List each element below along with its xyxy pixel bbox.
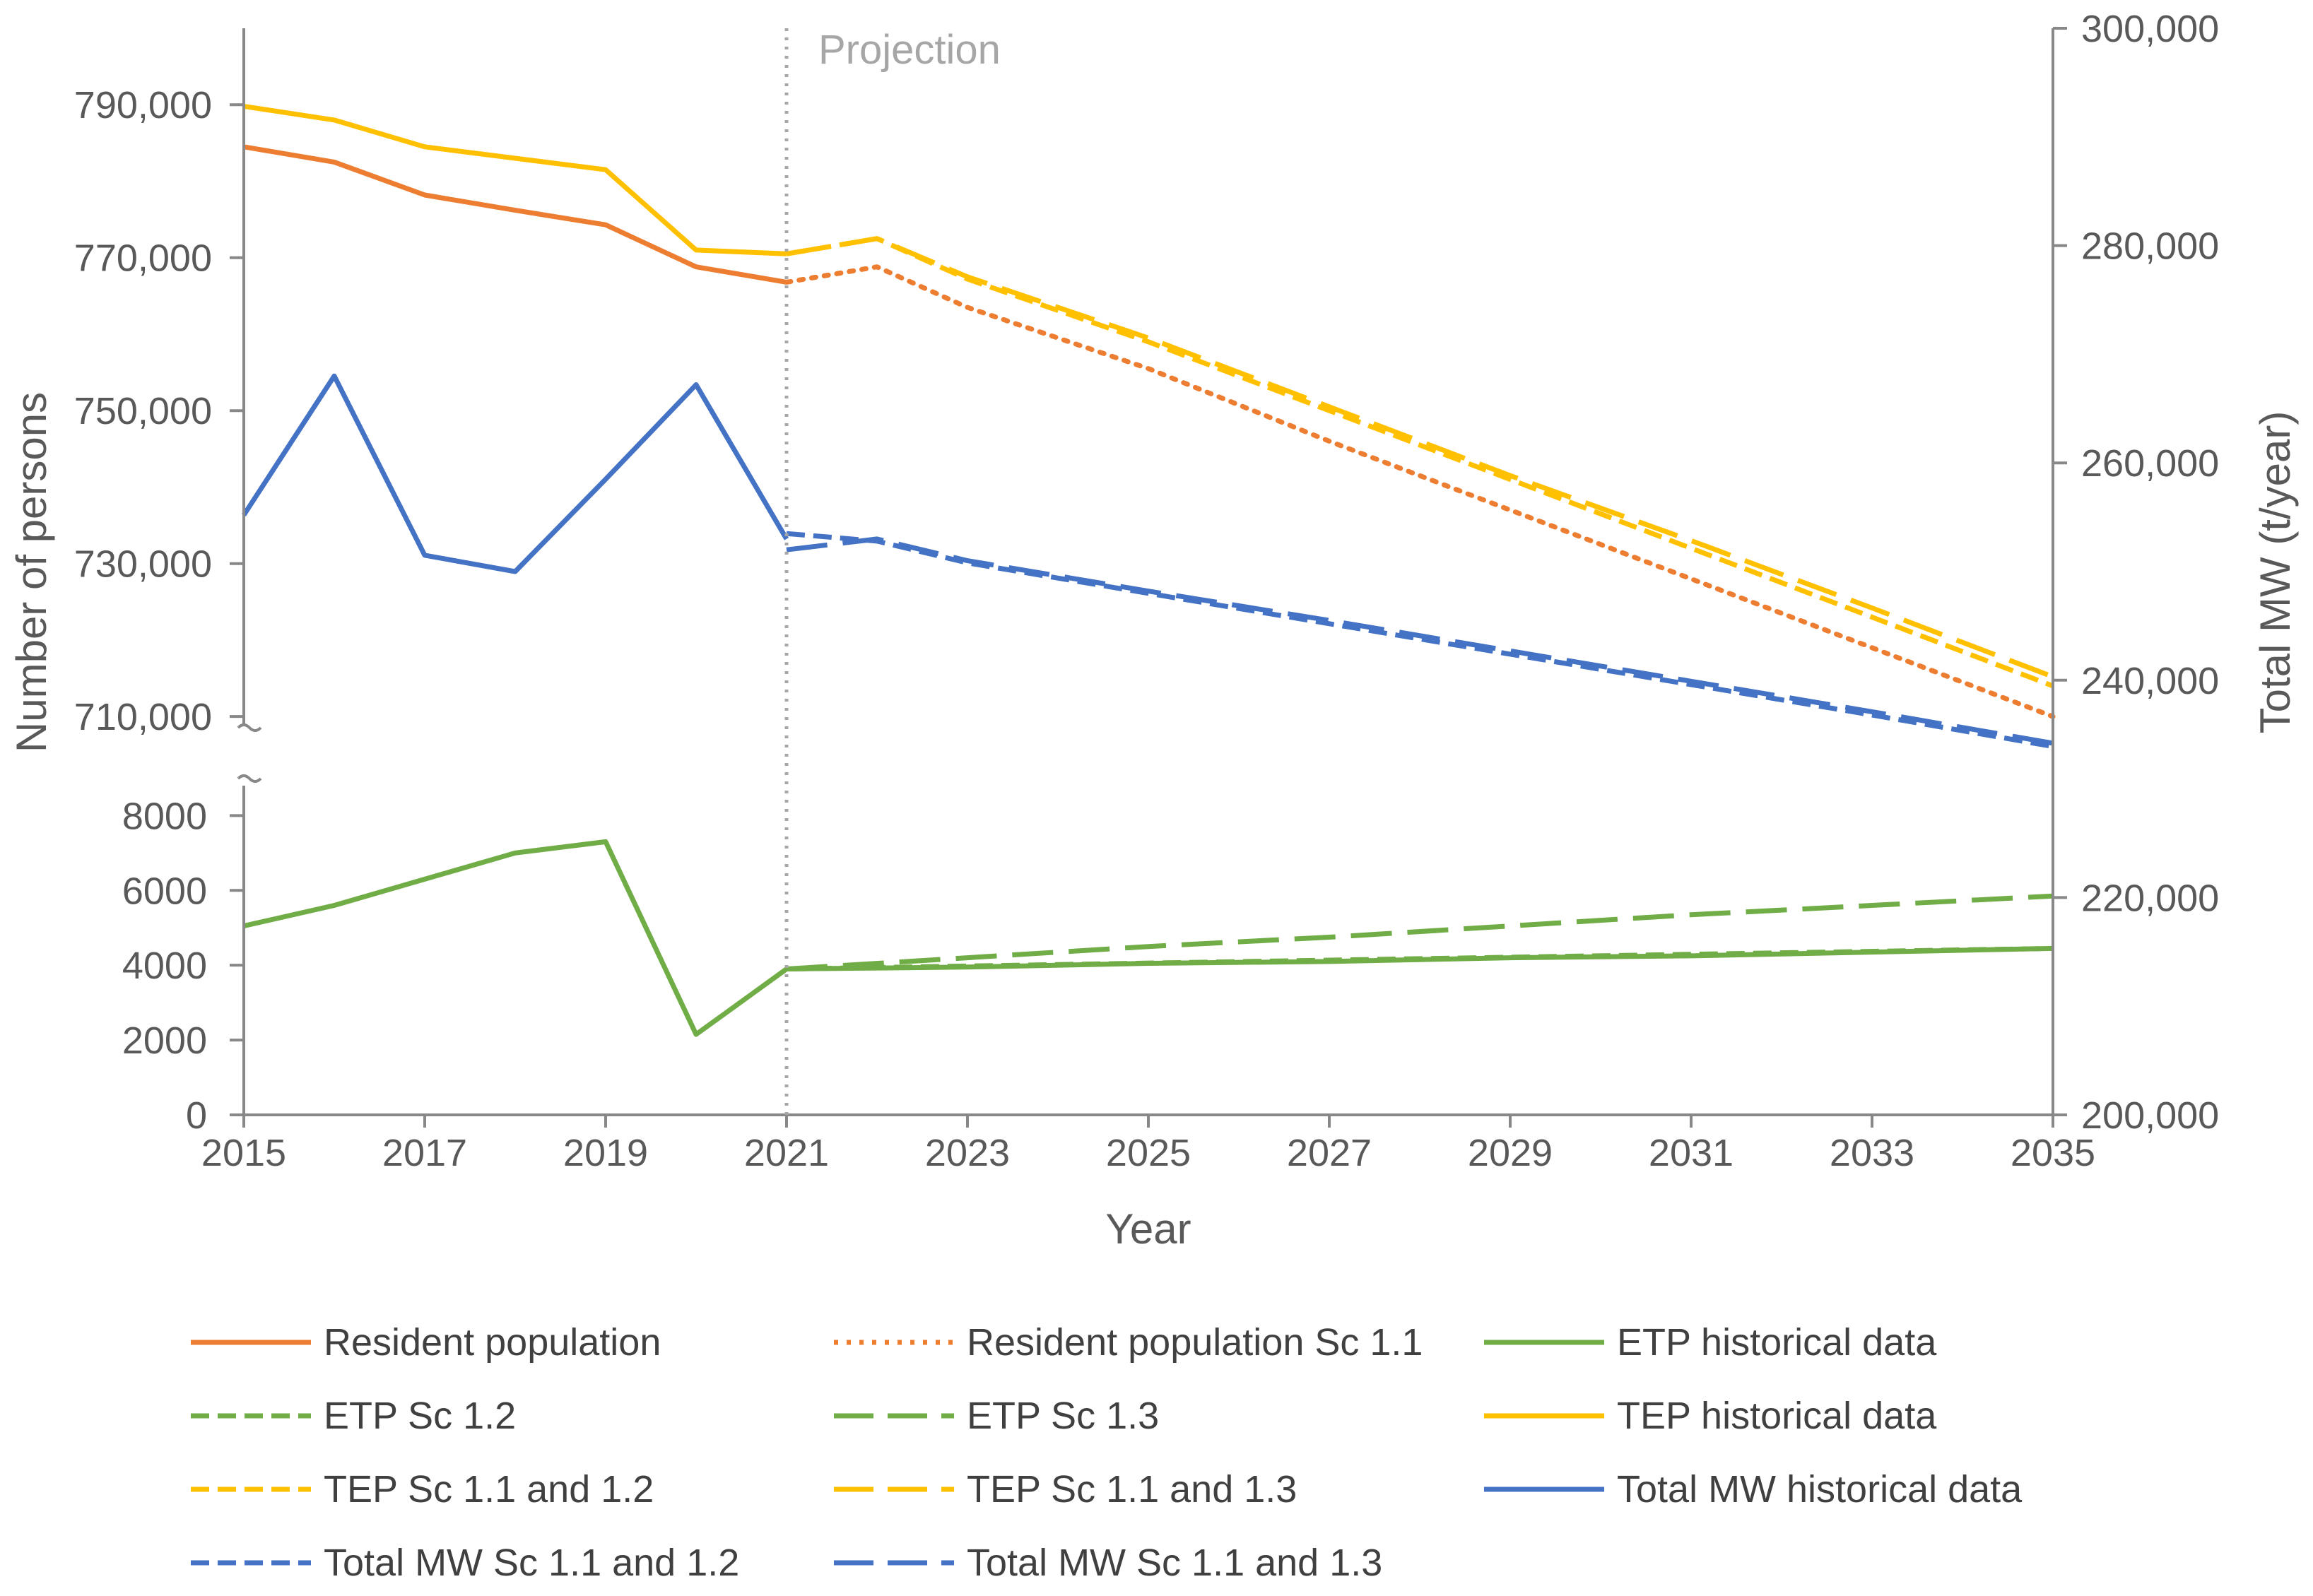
x-tick-label: 2029 — [1468, 1132, 1553, 1174]
x-tick-label: 2031 — [1649, 1132, 1734, 1174]
axis-break-mark-upper — [237, 723, 262, 732]
legend-swatch — [1484, 1413, 1604, 1419]
legend-label: ETP Sc 1.3 — [967, 1395, 1160, 1437]
legend-item: Resident population Sc 1.1 — [834, 1314, 1423, 1371]
legend-label: TEP Sc 1.1 and 1.3 — [967, 1468, 1297, 1511]
legend-label: Total MW Sc 1.1 and 1.3 — [967, 1542, 1383, 1584]
x-tick-label: 2023 — [925, 1132, 1010, 1174]
axis-break-mark-lower — [237, 774, 262, 783]
series-line-6 — [786, 236, 2054, 689]
projection-label: Projection — [818, 27, 1001, 73]
legend-label: Total MW Sc 1.1 and 1.2 — [324, 1542, 740, 1584]
x-tick-label: 2017 — [382, 1132, 467, 1174]
right-tick-label: 240,000 — [2081, 660, 2219, 702]
left-upper-tick-label: 790,000 — [74, 84, 212, 126]
left-lower-tick-label: 0 — [186, 1094, 207, 1137]
legend-swatch — [834, 1413, 954, 1419]
legend-swatch — [191, 1413, 311, 1419]
legend-label: Resident population — [324, 1321, 661, 1364]
series-line-1 — [784, 264, 2056, 719]
legend-label: TEP historical data — [1617, 1395, 1937, 1437]
legend-swatch — [191, 1560, 311, 1566]
series-line-3 — [786, 945, 2054, 971]
right-tick-label: 200,000 — [2081, 1094, 2219, 1137]
legend-label: ETP Sc 1.2 — [324, 1395, 517, 1437]
left-upper-tick-label: 710,000 — [74, 696, 212, 738]
series-line-9 — [786, 531, 2054, 750]
chart-canvas: 790,000 770,000 750,000 730,000 710,000 8000 6… — [8, 8, 2299, 1253]
legend-swatch — [834, 1560, 954, 1566]
series-line-10 — [786, 536, 2054, 746]
series-line-8 — [242, 373, 789, 574]
right-tick-label: 260,000 — [2081, 442, 2219, 485]
legend-swatch — [834, 1340, 954, 1345]
left-lower-tick-label: 8000 — [122, 795, 207, 837]
right-tick-label: 280,000 — [2081, 225, 2219, 268]
x-tick-label: 2027 — [1287, 1132, 1372, 1174]
legend-item: TEP Sc 1.1 and 1.3 — [834, 1461, 1297, 1518]
series-line-4 — [786, 893, 2054, 971]
legend-item: Total MW Sc 1.1 and 1.2 — [191, 1535, 739, 1591]
x-tick-label: 2025 — [1106, 1132, 1191, 1174]
x-tick-label: 2035 — [2011, 1132, 2095, 1174]
left-lower-tick-label: 2000 — [122, 1019, 207, 1062]
legend-swatch — [834, 1486, 954, 1492]
x-tick-label: 2019 — [563, 1132, 648, 1174]
legend-item: TEP historical data — [1484, 1388, 1936, 1444]
legend-item: TEP Sc 1.1 and 1.2 — [191, 1461, 654, 1518]
right-axis-title: Total MW (t/year) — [2252, 411, 2299, 734]
series-line-0 — [243, 144, 787, 285]
left-upper-tick-label: 730,000 — [74, 543, 212, 586]
legend-swatch — [1484, 1486, 1604, 1492]
left-lower-tick-label: 6000 — [122, 870, 207, 912]
left-upper-tick-label: 770,000 — [74, 237, 212, 280]
legend-swatch — [1484, 1340, 1604, 1345]
x-tick-label: 2015 — [201, 1132, 286, 1174]
legend-label: TEP Sc 1.1 and 1.2 — [324, 1468, 654, 1511]
legend-item: ETP historical data — [1484, 1314, 1936, 1371]
left-upper-tick-label: 750,000 — [74, 390, 212, 432]
right-tick-label: 220,000 — [2081, 877, 2219, 919]
right-tick-label: 300,000 — [2081, 8, 2219, 50]
left-axis-title: Number of persons — [8, 392, 55, 752]
left-lower-tick-label: 4000 — [122, 945, 207, 987]
series-line-2 — [243, 839, 2054, 1037]
legend-item: Total MW Sc 1.1 and 1.3 — [834, 1535, 1382, 1591]
legend-swatch — [191, 1340, 311, 1345]
legend-swatch — [191, 1486, 311, 1492]
x-axis-title: Year — [1105, 1205, 1191, 1253]
legend-item: ETP Sc 1.3 — [834, 1388, 1159, 1444]
legend-item: Resident population — [191, 1314, 661, 1371]
x-tick-label: 2021 — [744, 1132, 829, 1174]
legend-label: Total MW historical data — [1617, 1468, 2023, 1511]
legend-item: Total MW historical data — [1484, 1461, 2022, 1518]
series-line-5 — [243, 103, 787, 256]
legend-label: Resident population Sc 1.1 — [967, 1321, 1423, 1364]
x-tick-label: 2033 — [1830, 1132, 1914, 1174]
legend-label: ETP historical data — [1617, 1321, 1937, 1364]
legend-item: ETP Sc 1.2 — [191, 1388, 516, 1444]
series-line-7 — [786, 236, 2054, 680]
